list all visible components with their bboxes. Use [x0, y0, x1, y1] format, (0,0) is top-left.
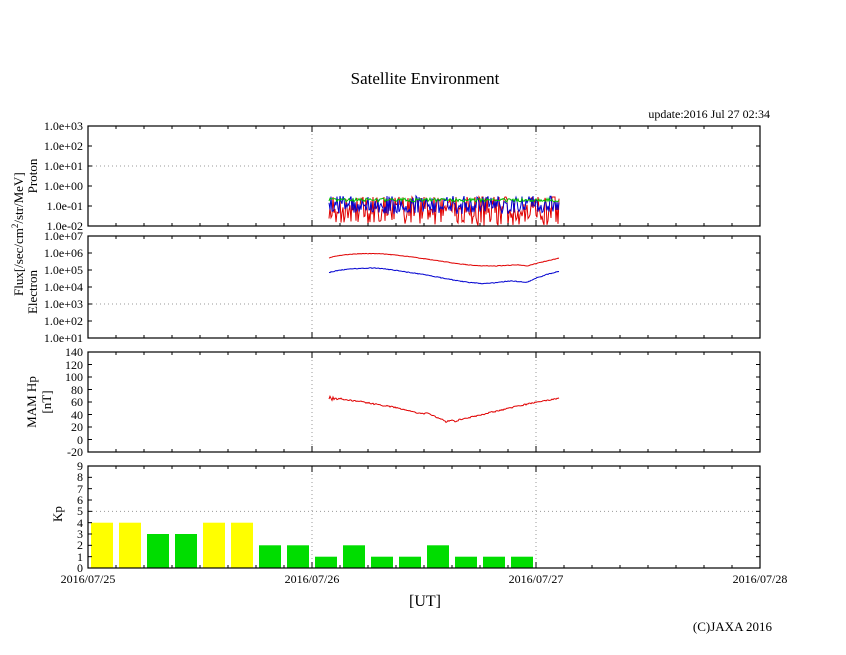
- kp-y-tick-label: 3: [77, 527, 83, 541]
- electron-channel-blue: [328, 267, 560, 285]
- mam-hp-panel-frame: [87, 351, 761, 453]
- kp-bar: [231, 522, 253, 568]
- electron-channel-red: [328, 252, 560, 267]
- x-tick-label-0727: 2016/07/27: [508, 572, 564, 586]
- kp-bar: [119, 522, 141, 568]
- electron-y-tick-label: 1.0e+06: [43, 246, 83, 260]
- kp-bar: [315, 556, 337, 568]
- electron-y-tick-label: 1.0e+01: [43, 331, 83, 345]
- proton-panel-frame: [87, 125, 761, 227]
- kp-bar: [203, 522, 225, 568]
- mam-hp-y-tick-label: 20: [71, 420, 83, 434]
- hp-trace: [328, 395, 560, 424]
- proton-channel-red: [328, 195, 560, 226]
- mam-hp-y-tick-label: 80: [71, 382, 83, 397]
- kp-y-tick-label: 8: [77, 470, 83, 485]
- proton-y-tick-label: 1.0e-02: [46, 219, 83, 233]
- x-tick-label-0726: 2016/07/26: [284, 572, 340, 586]
- kp-bar: [259, 545, 281, 568]
- kp-bar: [455, 556, 477, 568]
- electron-y-tick-label: 1.0e+04: [43, 280, 83, 294]
- proton-y-tick-label: 1.0e-01: [46, 199, 83, 213]
- proton-channel-green: [328, 196, 560, 204]
- electron-y-tick-label: 1.0e+02: [43, 314, 83, 328]
- proton-y-tick-label: 1.0e+03: [43, 119, 83, 133]
- kp-bar: [483, 556, 505, 568]
- kp-y-tick-label: 2: [77, 538, 83, 553]
- kp-bar: [371, 556, 393, 568]
- mam-hp-y-tick-label: 140: [65, 345, 83, 359]
- ut-axis-label: [UT]: [409, 593, 441, 610]
- x-tick-label-0725: 2016/07/25: [60, 572, 116, 586]
- kp-panel-frame: [87, 465, 761, 569]
- kp-bar: [91, 522, 113, 568]
- mam-hp-y-tick-label: 120: [65, 357, 83, 372]
- kp-y-tick-label: 5: [77, 504, 83, 519]
- page-title: Satellite Environment: [350, 69, 500, 88]
- kp-bar: [399, 556, 421, 568]
- kp-y-tick-label: 4: [77, 515, 83, 530]
- kp-y-tick-label: 0: [77, 561, 83, 575]
- mam-hp-y-tick-label: 60: [71, 395, 83, 409]
- kp-y-tick-label: 1: [77, 549, 83, 564]
- mam-hp-y-tick-label: 40: [71, 407, 83, 422]
- kp-bar: [287, 545, 309, 568]
- electron-y-tick-label: 1.0e+07: [43, 229, 83, 243]
- x-tick-label-0728: 2016/07/28: [732, 572, 788, 586]
- kp-y-tick-label: 6: [77, 493, 83, 507]
- copyright-label: (C)JAXA 2016: [692, 619, 772, 634]
- mam-hp-y-tick-label: -20: [67, 445, 83, 459]
- kp-bar: [427, 545, 449, 568]
- electron-y-tick-label: 1.0e+05: [43, 263, 83, 277]
- kp-bar: [343, 545, 365, 568]
- proton-y-tick-label: 1.0e+00: [43, 179, 83, 193]
- electron-y-tick-label: 1.0e+03: [43, 297, 83, 311]
- kp-bar: [175, 534, 197, 568]
- mam-hp-y-tick-label: 100: [65, 370, 83, 384]
- kp-bar: [511, 556, 533, 568]
- kp-y-tick-label: 9: [77, 459, 83, 473]
- mam-hp-y-tick-label: 0: [77, 432, 83, 447]
- kp-y-tick-label: 7: [77, 481, 83, 496]
- kp-bar: [147, 534, 169, 568]
- update-timestamp: update:2016 Jul 27 02:34: [648, 107, 770, 121]
- electron-panel-frame: [87, 235, 761, 339]
- proton-y-tick-label: 1.0e+01: [43, 159, 83, 173]
- proton-y-tick-label: 1.0e+02: [43, 139, 83, 153]
